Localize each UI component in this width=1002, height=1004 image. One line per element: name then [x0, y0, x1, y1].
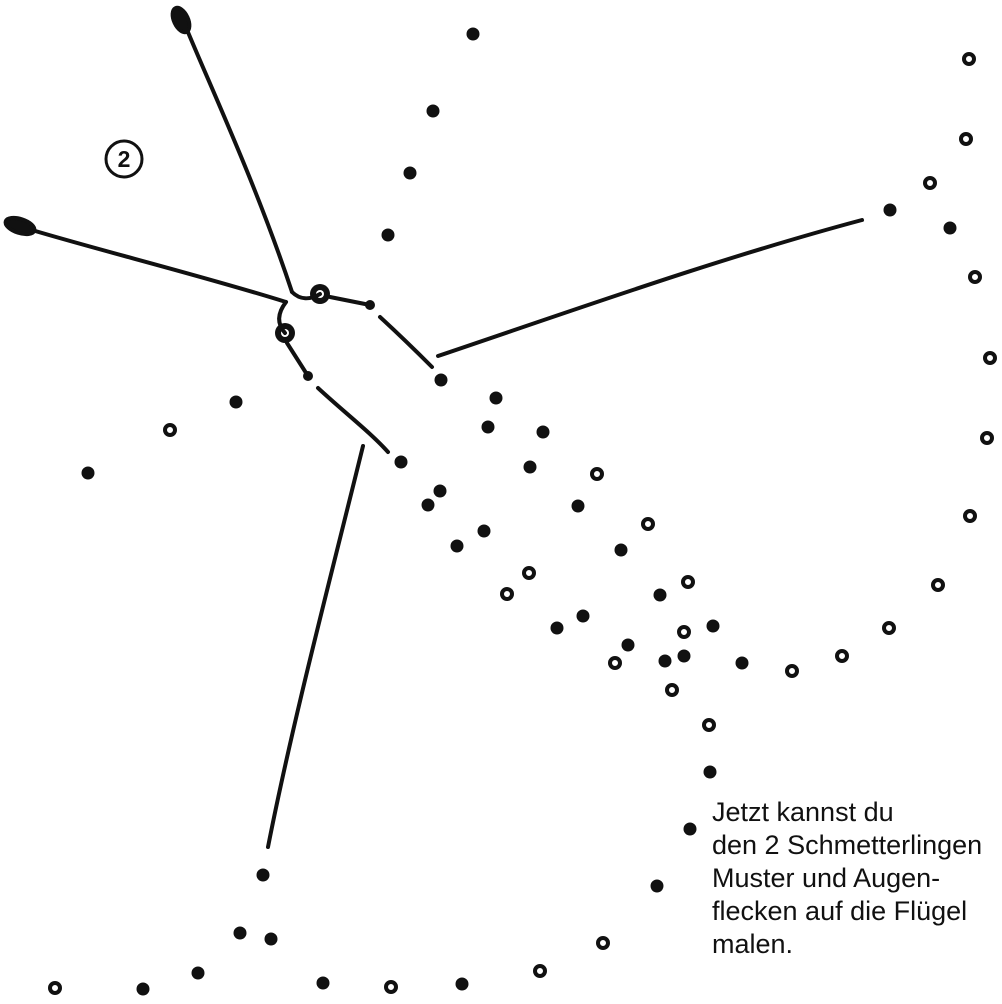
instruction-line-3: Muster und Augen-: [712, 863, 941, 893]
butterfly-body-and-antennae: [3, 5, 864, 849]
connect-the-rings: [48, 52, 997, 995]
instruction-line-2: den 2 Schmetterlingen: [712, 830, 983, 860]
antenna-upper: [181, 18, 294, 294]
antenna-lower-tip: [3, 215, 37, 237]
instruction-line-5: malen.: [712, 929, 794, 959]
instruction-line-1: Jetzt kannst du: [712, 797, 894, 827]
step-number-badge: 2: [104, 139, 144, 179]
antenna-lower: [20, 225, 288, 304]
step-number: 2: [118, 146, 131, 172]
antenna-upper-tip: [170, 5, 192, 35]
wing-line-forewing: [436, 218, 864, 358]
wing-line-lower: [266, 444, 365, 849]
connect-the-dots: [81, 27, 957, 996]
wing-line-upper-right: [378, 315, 434, 369]
instruction-line-4: flecken auf die Flügel: [712, 896, 968, 926]
wing-line-hindwing: [316, 386, 390, 454]
instruction-text: Jetzt kannst du den 2 Schmetterlingen Mu…: [712, 796, 1002, 961]
